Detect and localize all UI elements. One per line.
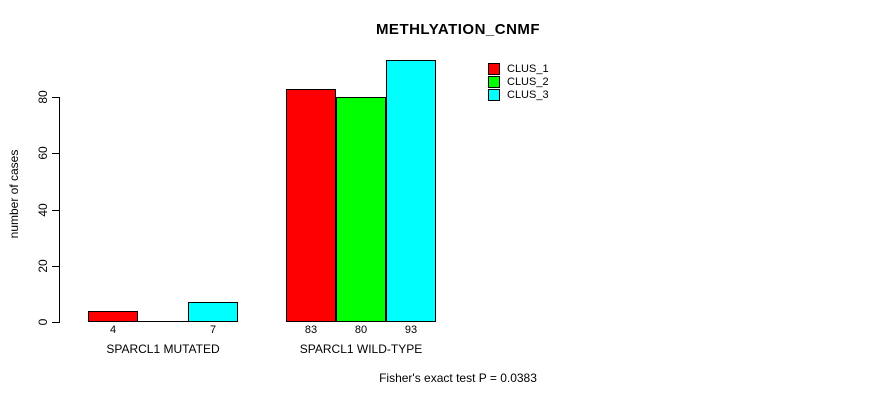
y-axis-tick xyxy=(52,265,59,267)
legend-swatch-icon xyxy=(488,88,500,101)
legend-label: CLUS_2 xyxy=(507,75,549,88)
legend-item-clus_1: CLUS_1 xyxy=(488,62,549,75)
x-category-label: SPARCL1 MUTATED xyxy=(106,342,220,356)
fisher-test-annotation: Fisher's exact test P = 0.0383 xyxy=(379,371,537,385)
y-axis-line xyxy=(59,97,60,323)
y-axis-tick xyxy=(52,322,59,323)
bar-clus_2 xyxy=(138,321,188,322)
y-tick-label: 80 xyxy=(36,90,50,104)
bar-value-label: 80 xyxy=(354,324,368,336)
legend-item-clus_2: CLUS_2 xyxy=(488,75,549,88)
bar-clus_2 xyxy=(336,97,386,322)
bar-clus_1 xyxy=(88,310,138,322)
legend-label: CLUS_3 xyxy=(507,88,549,101)
bar-clus_3 xyxy=(386,60,436,322)
bar-clus_3 xyxy=(188,302,238,322)
legend-item-clus_3: CLUS_3 xyxy=(488,88,549,101)
bar-value-label: 7 xyxy=(209,324,217,336)
bar-clus_1 xyxy=(286,88,336,322)
y-tick-label: 0 xyxy=(36,318,50,326)
y-axis-tick xyxy=(52,209,59,211)
chart-title: METHLYATION_CNMF xyxy=(375,21,541,38)
y-axis-tick xyxy=(52,97,59,98)
y-axis-tick xyxy=(52,153,59,155)
legend-swatch-icon xyxy=(488,75,500,88)
y-tick-label: 60 xyxy=(36,146,50,160)
y-tick-label: 20 xyxy=(36,259,50,273)
bar-value-label: 4 xyxy=(109,324,117,336)
bar-value-label: 83 xyxy=(304,324,318,336)
bar-value-label: 93 xyxy=(404,324,418,336)
y-tick-label: 40 xyxy=(36,202,50,217)
legend-label: CLUS_1 xyxy=(507,62,549,75)
x-category-label: SPARCL1 WILD-TYPE xyxy=(299,342,423,356)
legend-swatch-icon xyxy=(488,62,500,75)
legend: CLUS_1 CLUS_2 CLUS_3 xyxy=(488,62,549,101)
